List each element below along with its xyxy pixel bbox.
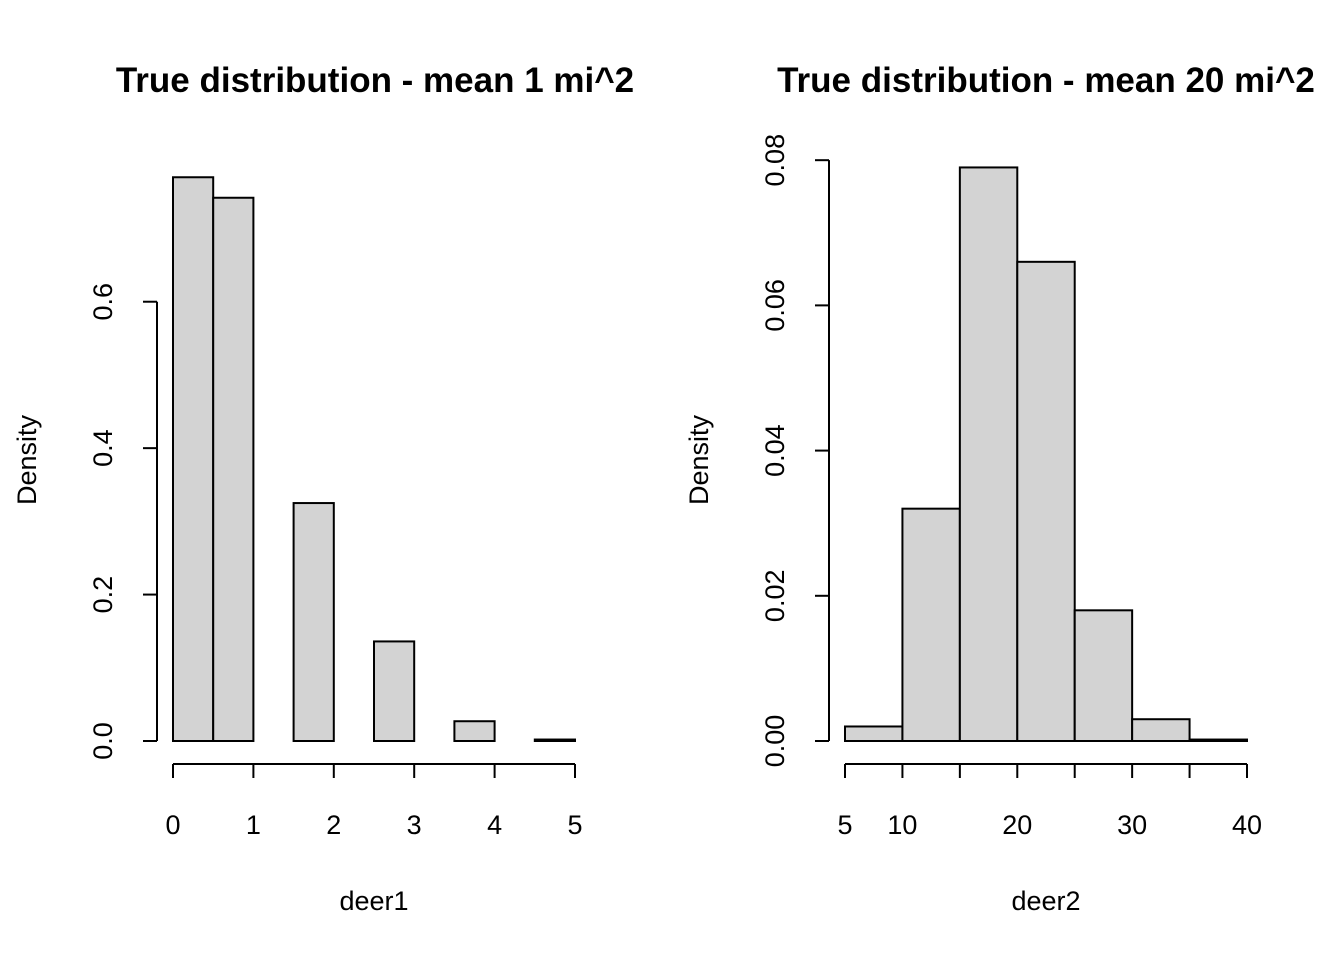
y-axis-label: Density: [12, 414, 42, 505]
histogram-bar: [212, 196, 255, 742]
histogram-bar: [453, 720, 496, 742]
y-tick-label: 0.4: [88, 429, 118, 467]
y-tick-label: 0.0: [88, 722, 118, 760]
x-tick-label: 20: [1002, 810, 1032, 840]
x-tick-label: 5: [837, 810, 852, 840]
histogram-bar: [1016, 260, 1076, 742]
x-axis-label: deer1: [339, 886, 408, 916]
y-tick-label: 0.6: [88, 283, 118, 321]
y-tick-label: 0.06: [760, 279, 790, 332]
histogram-bar: [958, 166, 1019, 742]
histogram-bar: [292, 502, 335, 742]
histogram-bar: [1188, 738, 1248, 743]
x-axis: 5 10 20 30 40: [837, 763, 1262, 840]
x-tick-label: 10: [887, 810, 917, 840]
x-tick-label: 0: [165, 810, 180, 840]
histogram-bar: [844, 725, 904, 742]
histogram-panel-deer1: True distribution - mean 1 mi^2 deer1 De…: [12, 61, 634, 916]
histogram-bar: [901, 507, 961, 742]
histogram-bar: [373, 640, 416, 743]
y-axis: 0.00 0.02 0.04 0.06 0.08: [760, 134, 830, 768]
x-tick-label: 2: [326, 810, 341, 840]
histogram-bar: [1073, 609, 1134, 742]
x-tick-label: 5: [567, 810, 582, 840]
chart-title: True distribution - mean 1 mi^2: [116, 61, 634, 100]
x-tick-label: 3: [407, 810, 422, 840]
x-tick-label: 1: [246, 810, 261, 840]
bars: [844, 166, 1248, 743]
histogram-bar: [533, 738, 576, 742]
histogram-bar: [172, 176, 215, 742]
x-tick-label: 40: [1232, 810, 1262, 840]
x-tick-label: 30: [1117, 810, 1147, 840]
chart-title: True distribution - mean 20 mi^2: [777, 61, 1315, 100]
x-axis-label: deer2: [1011, 886, 1080, 916]
histogram-bar: [1131, 718, 1191, 742]
x-tick-label: 4: [487, 810, 502, 840]
y-tick-label: 0.08: [760, 134, 790, 187]
y-tick-label: 0.04: [760, 424, 790, 477]
y-tick-label: 0.2: [88, 576, 118, 614]
histogram-panel-deer2: True distribution - mean 20 mi^2 deer2 D…: [684, 61, 1315, 916]
x-axis: 0 1 2 3 4 5: [165, 763, 583, 840]
y-axis-label: Density: [684, 414, 714, 505]
bars: [172, 176, 576, 743]
y-tick-label: 0.00: [760, 715, 790, 768]
y-axis: 0.0 0.2 0.4 0.6: [88, 283, 158, 760]
y-tick-label: 0.02: [760, 570, 790, 623]
